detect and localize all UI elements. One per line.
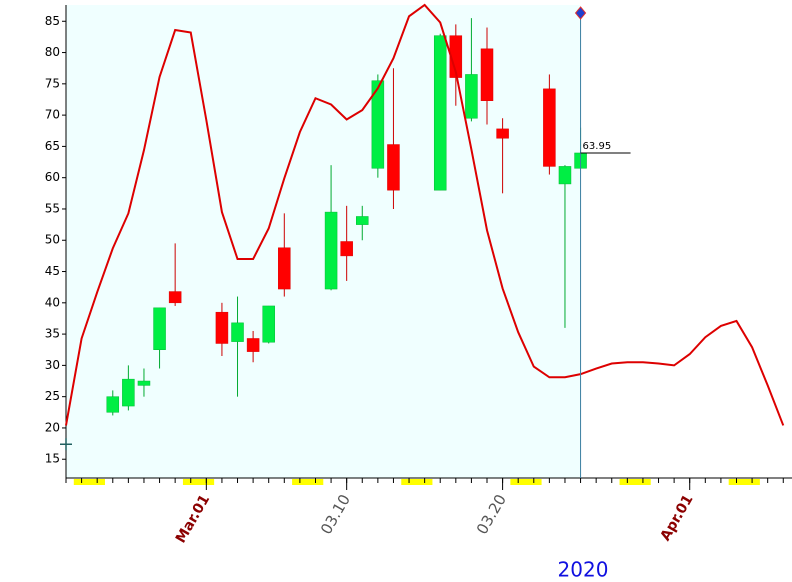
candle-body (215, 311, 229, 344)
y-tick-label: 50 (45, 233, 60, 247)
start-marker (60, 438, 72, 451)
candle-body (153, 307, 166, 350)
y-tick-label: 80 (45, 45, 60, 59)
candle-body (371, 80, 385, 169)
weekend-block (619, 479, 651, 485)
cursor-diamond (574, 6, 587, 20)
weekend-block (182, 479, 215, 485)
candle-body (231, 322, 244, 342)
candle-body (106, 396, 120, 413)
candle-body (340, 241, 353, 257)
y-tick-label: 65 (45, 139, 60, 153)
weekend-block (401, 479, 433, 485)
indicator-line (65, 3, 785, 426)
candle-body (543, 88, 556, 167)
x-tick-label: 03.10 (317, 491, 354, 537)
weekend-block (292, 479, 324, 485)
candle-body (449, 35, 463, 78)
last-value-label: 63.95 (583, 141, 612, 152)
candle-body (356, 216, 369, 225)
y-tick-label: 15 (45, 452, 60, 466)
candle-body (465, 74, 478, 119)
weekend-block (728, 479, 760, 485)
candle-body (168, 291, 182, 304)
y-tick-label: 85 (45, 14, 60, 28)
y-tick-label: 35 (45, 327, 60, 341)
y-tick-label: 30 (45, 358, 60, 372)
candle-body (137, 380, 151, 386)
y-tick-label: 60 (45, 170, 60, 184)
candle-body (433, 35, 447, 191)
weekend-block (510, 479, 542, 485)
candle-body (324, 211, 338, 290)
candle-body (387, 144, 400, 191)
x-tick-label: Apr.01 (657, 492, 696, 544)
y-tick-label: 20 (45, 420, 60, 434)
candle-body (122, 378, 135, 407)
y-tick-label: 75 (45, 76, 60, 90)
plot-background (66, 5, 581, 478)
candle-body (496, 128, 509, 139)
y-tick-label: 45 (45, 264, 60, 278)
x-tick-label: 03.20 (473, 491, 510, 537)
x-tick-label: Mar.01 (173, 492, 213, 546)
candle-body (480, 48, 494, 101)
weekend-block (73, 479, 105, 485)
y-tick-label: 40 (45, 295, 60, 309)
candle-body (558, 166, 572, 185)
candle-body (262, 305, 275, 343)
y-tick-label: 25 (45, 389, 60, 403)
candle-body (246, 338, 260, 352)
year-label: 2020 (558, 558, 609, 582)
candle-body (278, 247, 291, 290)
y-tick-label: 70 (45, 108, 60, 122)
y-tick-label: 55 (45, 201, 60, 215)
